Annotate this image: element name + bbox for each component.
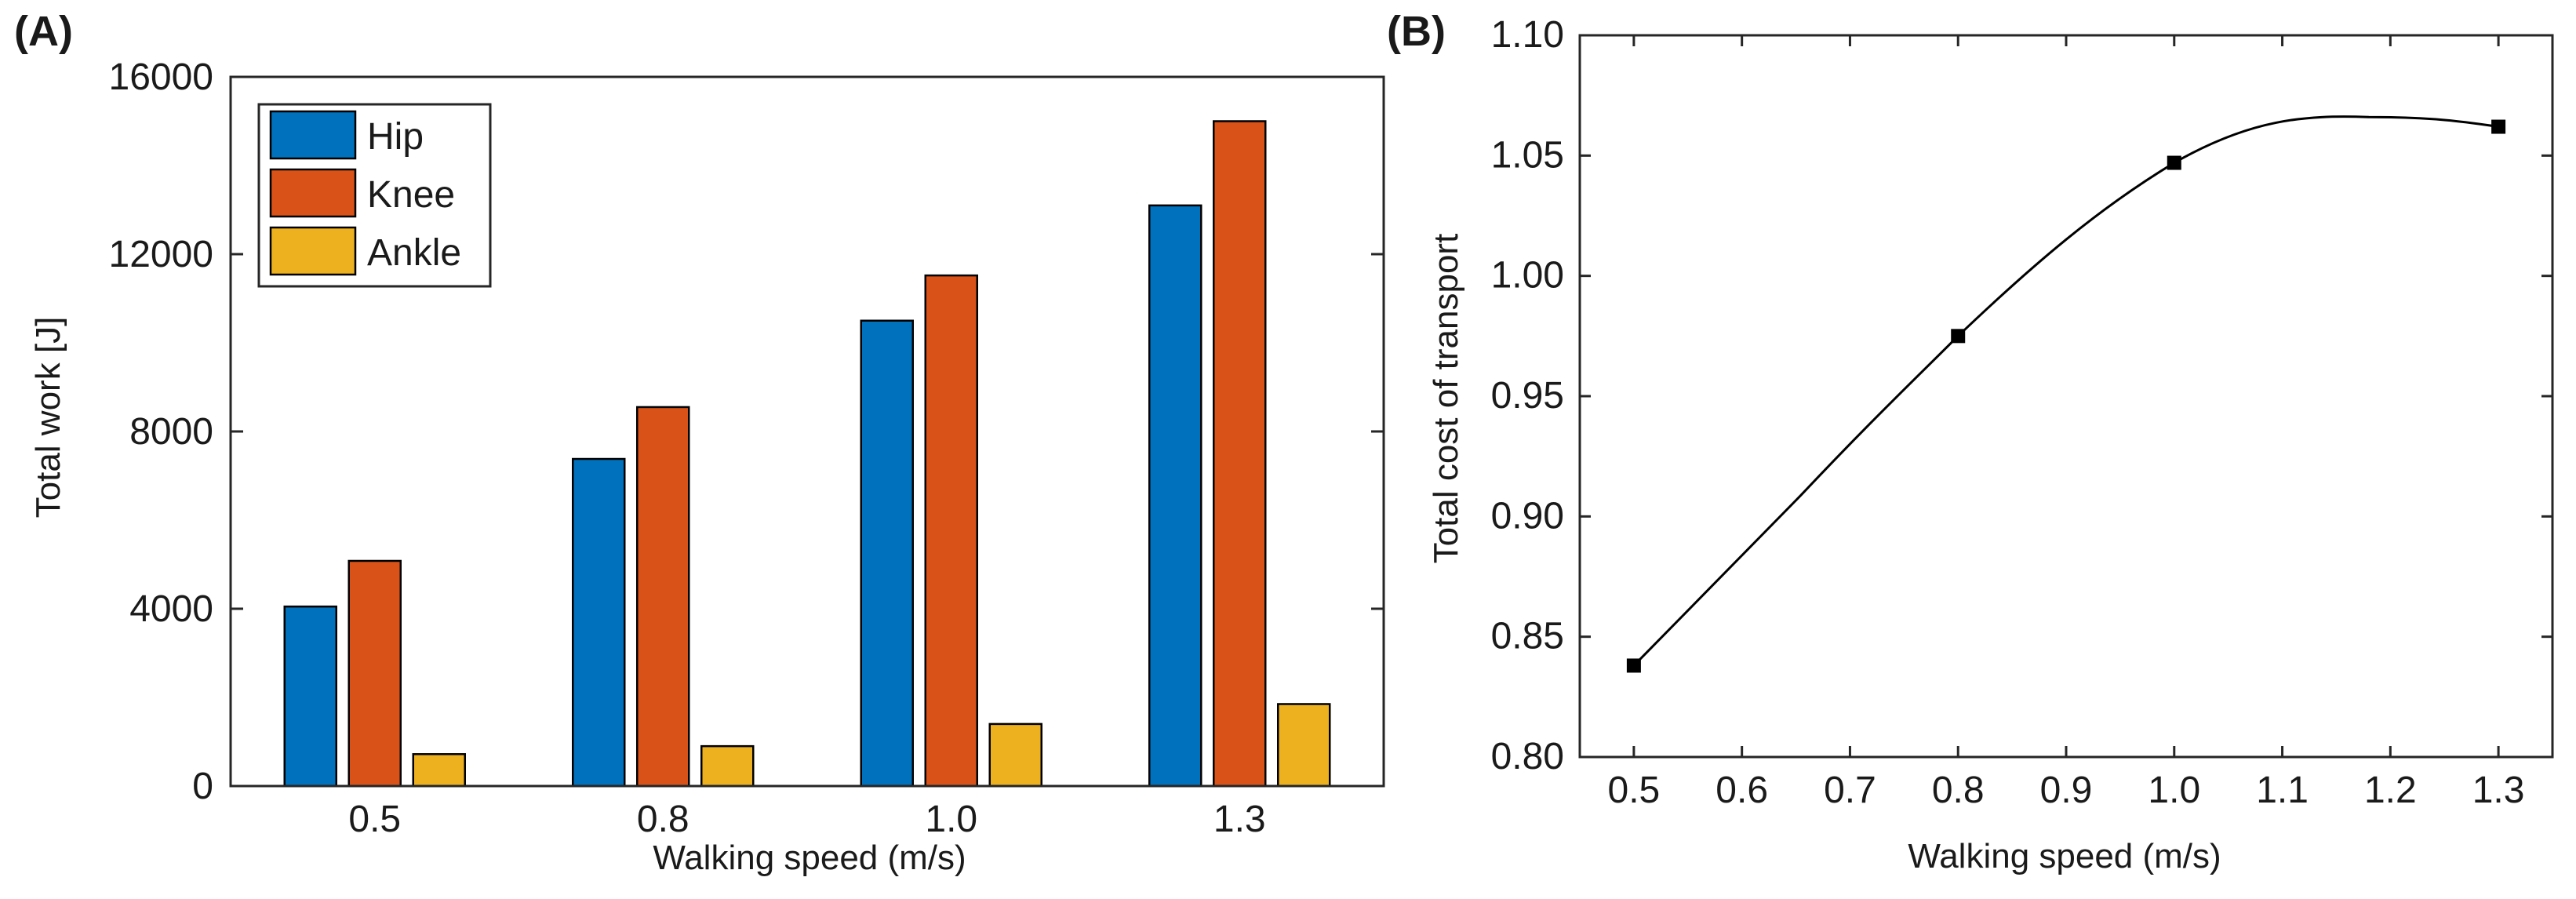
data-point-marker-1.3 bbox=[2491, 119, 2506, 134]
panel-a-y-tick-label: 4000 bbox=[129, 588, 213, 630]
panel-b-x-tick-label: 0.6 bbox=[1716, 770, 1768, 811]
cost-of-transport-curve bbox=[1632, 115, 2499, 667]
legend-hip-swatch bbox=[269, 110, 357, 160]
panel-b-y-axis-title: Total cost of transport bbox=[1427, 234, 1465, 564]
panel-a-y-tick-label: 12000 bbox=[109, 234, 213, 275]
bar-knee-0.8 bbox=[636, 406, 690, 788]
bar-knee-1.0 bbox=[924, 274, 978, 788]
panel-a-label: (A) bbox=[14, 8, 73, 55]
panel-b-x-axis-title: Walking speed (m/s) bbox=[1908, 837, 2221, 875]
data-point-marker-0.5 bbox=[1626, 658, 1641, 673]
data-point-marker-1 bbox=[2167, 155, 2181, 170]
panel-b-y-tick-label: 0.95 bbox=[1491, 375, 1564, 417]
bar-hip-1.0 bbox=[860, 319, 914, 788]
bar-hip-0.5 bbox=[283, 605, 337, 788]
bar-ankle-1.0 bbox=[988, 722, 1042, 788]
panel-b-label: (B) bbox=[1387, 8, 1446, 55]
data-point-marker-0.8 bbox=[1951, 329, 1966, 344]
bar-ankle-0.8 bbox=[700, 744, 755, 788]
panel-b-y-tick-label: 1.00 bbox=[1491, 255, 1564, 297]
bar-knee-1.3 bbox=[1213, 120, 1267, 788]
panel-a: (A) Total work [J] Walking speed (m/s) 0… bbox=[14, 8, 1385, 877]
panel-b-x-tick-label: 1.1 bbox=[2256, 770, 2309, 811]
panel-a-y-tick-label: 16000 bbox=[109, 56, 213, 98]
bar-knee-0.5 bbox=[347, 559, 402, 788]
panel-a-x-tick-label: 0.5 bbox=[348, 799, 401, 840]
panel-b-y-tick-label: 0.80 bbox=[1491, 736, 1564, 777]
panel-a-y-tick-label: 8000 bbox=[129, 411, 213, 453]
panel-b-y-tick-label: 1.05 bbox=[1491, 134, 1564, 176]
panel-b-x-tick-label: 0.9 bbox=[2040, 770, 2093, 811]
panel-b-y-tick-label: 0.90 bbox=[1491, 495, 1564, 537]
legend-ankle-label: Ankle bbox=[367, 232, 461, 274]
panel-b-plot-frame bbox=[1578, 34, 2554, 759]
panel-a-x-tick-label: 1.0 bbox=[925, 799, 977, 840]
panel-a-y-tick-label: 0 bbox=[192, 766, 213, 807]
bar-hip-1.3 bbox=[1148, 204, 1202, 788]
panel-b-x-tick-label: 0.7 bbox=[1824, 770, 1876, 811]
panel-b-x-tick-label: 0.8 bbox=[1932, 770, 1985, 811]
panel-a-y-axis-title: Total work [J] bbox=[29, 317, 67, 519]
panel-b-y-tick-label: 1.10 bbox=[1491, 14, 1564, 56]
legend-ankle-swatch bbox=[269, 226, 357, 276]
bar-hip-0.8 bbox=[572, 457, 626, 788]
panel-a-x-tick-label: 0.8 bbox=[637, 799, 689, 840]
panel-a-x-tick-label: 1.3 bbox=[1213, 799, 1266, 840]
legend-knee-swatch bbox=[269, 168, 357, 218]
panel-b-x-tick-label: 1.3 bbox=[2472, 770, 2525, 811]
legend-knee-label: Knee bbox=[367, 174, 455, 216]
panel-a-x-axis-title: Walking speed (m/s) bbox=[653, 839, 966, 877]
panel-b-x-tick-label: 1.0 bbox=[2148, 770, 2200, 811]
panel-b: (B) Total cost of transport Walking spee… bbox=[1387, 8, 2554, 875]
panel-a-plot-frame bbox=[229, 75, 1385, 788]
panel-b-x-tick-label: 1.2 bbox=[2364, 770, 2417, 811]
panel-a-legend: Hip Knee Ankle bbox=[257, 103, 492, 288]
panel-b-x-tick-label: 0.5 bbox=[1608, 770, 1661, 811]
panel-b-y-tick-label: 0.85 bbox=[1491, 616, 1564, 657]
bar-ankle-1.3 bbox=[1277, 703, 1331, 788]
legend-hip-label: Hip bbox=[367, 116, 424, 158]
bar-ankle-0.5 bbox=[412, 753, 466, 788]
